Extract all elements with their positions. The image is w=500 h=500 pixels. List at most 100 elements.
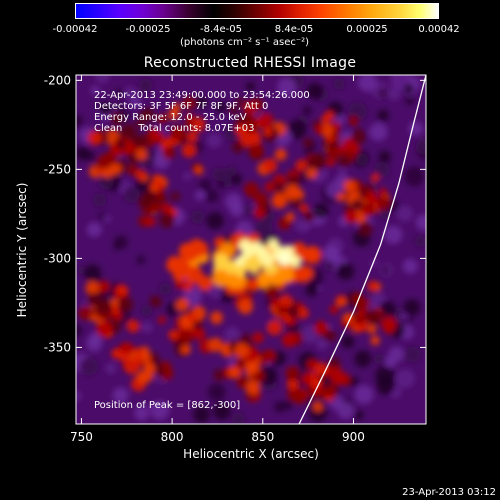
heatmap-cell <box>378 150 391 164</box>
heatmap-cell <box>116 140 127 150</box>
heatmap-cell <box>79 357 99 376</box>
heatmap-cell <box>343 312 354 323</box>
heatmap-cell <box>85 281 100 295</box>
heatmap-cell <box>306 82 323 100</box>
heatmap-cell <box>378 187 388 197</box>
heatmap-cell <box>135 148 148 161</box>
heatmap-cell <box>302 105 313 116</box>
heatmap-cell <box>105 362 117 374</box>
heatmap-cell <box>344 209 358 224</box>
heatmap-cell <box>194 190 206 201</box>
heatmap-cell <box>381 265 391 275</box>
heatmap-cell <box>243 182 260 198</box>
heatmap-cell <box>304 372 313 381</box>
heatmap-cell <box>232 141 244 153</box>
heatmap-cell <box>262 126 273 137</box>
heatmap-cell <box>242 205 253 216</box>
x-axis-label: Heliocentric X (arcsec) <box>183 447 319 461</box>
heatmap-cell <box>379 300 396 317</box>
heatmap-cell <box>231 173 243 185</box>
heatmap-cell <box>170 125 186 141</box>
heatmap-cell <box>356 300 369 313</box>
heatmap-cell <box>402 258 418 274</box>
heatmap-cell <box>212 269 230 287</box>
heatmap-cell <box>278 266 295 283</box>
heatmap-cell <box>123 86 138 101</box>
heatmap-cell <box>286 378 299 391</box>
heatmap-cell <box>136 370 150 384</box>
heatmap-cell <box>143 361 154 373</box>
heatmap-cell <box>369 122 388 141</box>
heatmap-cell <box>268 272 281 286</box>
heatmap-cell <box>236 98 245 107</box>
heatmap-cell <box>312 401 324 412</box>
y-tick-label: -200 <box>44 73 71 87</box>
heatmap-cell <box>89 332 102 345</box>
heatmap-cell <box>186 131 198 143</box>
heatmap-cell <box>354 385 374 404</box>
heatmap-cell <box>110 305 120 315</box>
x-tick-label: 900 <box>342 430 365 444</box>
heatmap-cell <box>178 328 194 344</box>
heatmap-cell <box>237 298 254 315</box>
heatmap-cell <box>145 404 155 414</box>
heatmap-cell <box>206 211 224 230</box>
annotations: 22-Apr-2013 23:49:00.000 to 23:54:26.000… <box>94 90 310 411</box>
heatmap-cell <box>377 109 389 122</box>
y-tick-label: -300 <box>44 251 71 265</box>
heatmap-cell <box>383 323 395 334</box>
heatmap-cell <box>361 205 373 217</box>
heatmap-cell <box>241 249 252 259</box>
heatmap-cell <box>314 320 329 335</box>
heatmap-cell <box>384 355 397 368</box>
heatmap-cell <box>193 328 206 341</box>
chart-title: Reconstructed RHESSI Image <box>143 55 357 71</box>
heatmap-cell <box>208 337 223 352</box>
heatmap-cell <box>258 112 274 128</box>
plot-frame <box>75 74 427 425</box>
heatmap-cell <box>156 192 165 201</box>
heatmap-cell <box>299 203 309 213</box>
heatmap-cell <box>234 343 250 358</box>
heatmap-cell <box>215 101 227 113</box>
heatmap-cell <box>287 120 307 140</box>
heatmap-cell <box>246 114 258 126</box>
heatmap-cell <box>213 253 230 270</box>
heatmap-cell <box>161 203 172 214</box>
heatmap-cell <box>323 329 337 342</box>
heatmap-cell <box>331 121 341 131</box>
heatmap-cell <box>231 412 246 424</box>
heatmap-cell <box>102 151 117 167</box>
heatmap-cell <box>252 131 261 140</box>
heatmap-cell <box>235 124 248 137</box>
heatmap-cell <box>376 196 391 211</box>
heatmap-cell <box>83 264 102 282</box>
heatmap-cell <box>98 280 110 293</box>
heatmap-cell <box>396 205 414 222</box>
heatmap-cell <box>159 283 172 296</box>
heatmap-cell <box>338 155 351 168</box>
heatmap-cell <box>210 311 223 325</box>
heatmap-cell <box>149 295 162 308</box>
heatmap-cell <box>137 194 154 210</box>
colorbar-tick-4: 8.4e-05 <box>274 24 314 35</box>
heatmap-cell <box>295 218 310 233</box>
heatmap-cell <box>180 344 191 355</box>
heatmap-cell <box>277 77 297 97</box>
heatmap-cell <box>228 367 240 379</box>
heatmap-cell <box>141 305 153 316</box>
heatmap-cell <box>338 167 347 176</box>
heatmap-cell <box>292 389 307 405</box>
heatmap-cell <box>341 335 355 349</box>
heatmap-cell <box>303 246 322 264</box>
heatmap-cell <box>135 169 146 180</box>
heatmap-cell <box>77 266 86 275</box>
annotation-peak-position: Position of Peak = [862,-300] <box>94 400 240 411</box>
y-tick-label: -250 <box>44 162 71 176</box>
annotation-time-range: 22-Apr-2013 23:49:00.000 to 23:54:26.000 <box>94 90 310 101</box>
heatmap-cell <box>127 165 138 176</box>
heatmap-cell <box>333 78 345 90</box>
heatmap-cell <box>323 260 335 272</box>
heatmap-cell <box>297 307 309 319</box>
heatmap-cell <box>284 184 301 201</box>
